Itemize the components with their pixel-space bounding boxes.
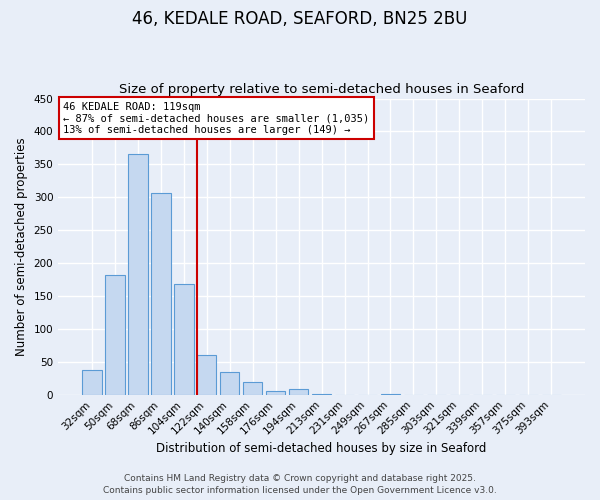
Bar [151,192,170,394]
Bar [289,390,308,394]
Bar [220,372,239,394]
Bar [266,392,286,394]
Text: Contains HM Land Registry data © Crown copyright and database right 2025.
Contai: Contains HM Land Registry data © Crown c… [103,474,497,495]
Text: 46, KEDALE ROAD, SEAFORD, BN25 2BU: 46, KEDALE ROAD, SEAFORD, BN25 2BU [133,10,467,28]
X-axis label: Distribution of semi-detached houses by size in Seaford: Distribution of semi-detached houses by … [157,442,487,455]
Bar [105,275,125,394]
Bar [243,382,262,394]
Bar [128,154,148,394]
Bar [197,355,217,395]
Bar [174,284,194,395]
Title: Size of property relative to semi-detached houses in Seaford: Size of property relative to semi-detach… [119,83,524,96]
Text: 46 KEDALE ROAD: 119sqm
← 87% of semi-detached houses are smaller (1,035)
13% of : 46 KEDALE ROAD: 119sqm ← 87% of semi-det… [64,102,370,134]
Y-axis label: Number of semi-detached properties: Number of semi-detached properties [15,138,28,356]
Bar [82,370,101,394]
